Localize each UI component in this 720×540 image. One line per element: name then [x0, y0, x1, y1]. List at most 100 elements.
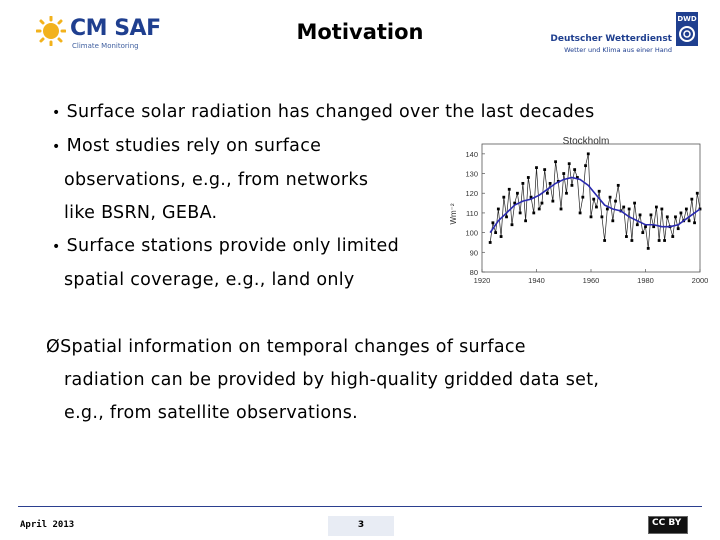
y-tick-label: 130: [465, 170, 478, 179]
data-point: [665, 215, 669, 219]
bullet-2: • Most studies rely on surface: [52, 136, 321, 156]
data-point: [537, 207, 541, 211]
x-tick-label: 2000: [692, 276, 708, 285]
data-point: [625, 235, 628, 238]
data-point: [597, 189, 601, 193]
y-tick-label: 100: [465, 229, 478, 238]
data-point: [565, 191, 568, 195]
data-point: [676, 227, 680, 231]
data-point: [532, 211, 536, 215]
data-point: [526, 176, 530, 179]
data-point: [674, 215, 677, 219]
data-point: [505, 215, 508, 219]
data-point: [693, 221, 696, 225]
data-point: [641, 231, 645, 235]
y-tick-label: 80: [470, 268, 478, 277]
data-point: [543, 168, 547, 171]
data-point: [630, 239, 634, 242]
data-point: [521, 181, 525, 185]
chart-plot-frame: [481, 143, 701, 273]
data-point: [584, 164, 587, 168]
data-point: [657, 239, 661, 242]
dwd-name: Deutscher Wetterdienst: [550, 34, 672, 44]
data-point: [592, 197, 596, 201]
data-point: [605, 207, 609, 211]
stockholm-chart: Stockholm Wm⁻² 80 90 100 110 120 130 140 1920 19…: [449, 136, 708, 285]
y-tick-label: 110: [466, 209, 478, 218]
data-point: [614, 199, 617, 203]
sun-icon: [36, 16, 66, 46]
data-point: [494, 231, 498, 235]
conclusion-line-3: e.g., from satellite observations.: [64, 403, 359, 423]
data-point: [655, 205, 658, 209]
data-point: [567, 162, 571, 166]
bullet-3-line-1: Surface stations provide only limited: [66, 236, 400, 256]
data-point: [622, 205, 626, 209]
data-point: [600, 215, 604, 219]
x-tick-label: 1960: [583, 276, 600, 285]
data-point: [510, 223, 514, 227]
slide-title: Motivation: [296, 20, 424, 44]
data-point: [663, 239, 666, 242]
footer-date: April 2013: [20, 520, 75, 530]
data-point: [516, 191, 519, 195]
chart-title: Stockholm: [563, 136, 610, 147]
data-point: [491, 221, 495, 225]
data-point: [562, 172, 566, 175]
cmsaf-logo: CM SAF Climate Monitoring: [36, 14, 166, 54]
license-badge: CC BY: [648, 516, 688, 534]
x-tick-label: 1980: [637, 276, 654, 285]
data-point: [507, 187, 511, 191]
data-point: [575, 176, 579, 179]
data-point: [586, 152, 590, 156]
data-point: [684, 207, 688, 211]
data-point: [488, 241, 492, 244]
logo-subtitle: Climate Monitoring: [72, 42, 139, 50]
bullet-1: • Surface solar radiation has changed ove…: [52, 102, 595, 122]
data-point: [644, 225, 647, 229]
page-number-box: [328, 516, 394, 536]
data-point: [573, 168, 577, 171]
data-point: [608, 195, 612, 199]
data-point: [611, 219, 615, 223]
bullet-3: • Surface stations provide only limited: [52, 236, 399, 256]
data-point: [513, 201, 517, 205]
footer-divider: [18, 506, 702, 507]
series-annual-line: [489, 153, 701, 249]
bullet-2-line-2: observations, e.g., from networks: [64, 170, 369, 190]
conclusion-line-1-text: Spatial information on temporal changes …: [60, 337, 526, 357]
dwd-emblem-icon: DWD: [676, 12, 698, 46]
bullet-glyph: •: [52, 105, 61, 121]
data-point: [502, 195, 506, 199]
data-point: [546, 191, 549, 195]
data-point: [554, 160, 557, 164]
data-point: [551, 199, 555, 203]
data-point: [559, 207, 563, 211]
data-point: [638, 213, 642, 217]
data-point: [633, 201, 636, 205]
chart-ylabel: Wm⁻²: [449, 203, 458, 224]
data-point: [616, 183, 620, 187]
data-point: [627, 207, 631, 211]
data-point: [603, 239, 607, 242]
bullet-glyph: •: [52, 239, 61, 255]
bullet-1-text: Surface solar radiation has changed over…: [66, 102, 595, 122]
dwd-logo-block: DWD Deutscher Wetterdienst Wetter und Kl…: [550, 12, 698, 56]
dwd-tagline: Wetter und Klima aus einer Hand: [564, 46, 672, 54]
arrow-glyph: Ø: [46, 337, 61, 357]
data-point: [589, 215, 593, 219]
data-point: [581, 195, 585, 199]
data-point: [570, 183, 574, 187]
y-tick-label: 140: [465, 150, 478, 159]
dwd-abbr: DWD: [677, 15, 697, 23]
bullet-glyph: •: [52, 139, 61, 155]
data-point: [671, 235, 675, 238]
data-point: [687, 219, 691, 223]
bullet-2-line-3: like BSRN, GEBA.: [64, 203, 218, 223]
y-tick-label: 90: [470, 248, 478, 257]
x-tick-label: 1920: [474, 276, 491, 285]
data-point: [660, 207, 664, 211]
data-point: [529, 195, 533, 199]
y-tick-label: 120: [465, 189, 478, 198]
data-point: [535, 166, 538, 170]
